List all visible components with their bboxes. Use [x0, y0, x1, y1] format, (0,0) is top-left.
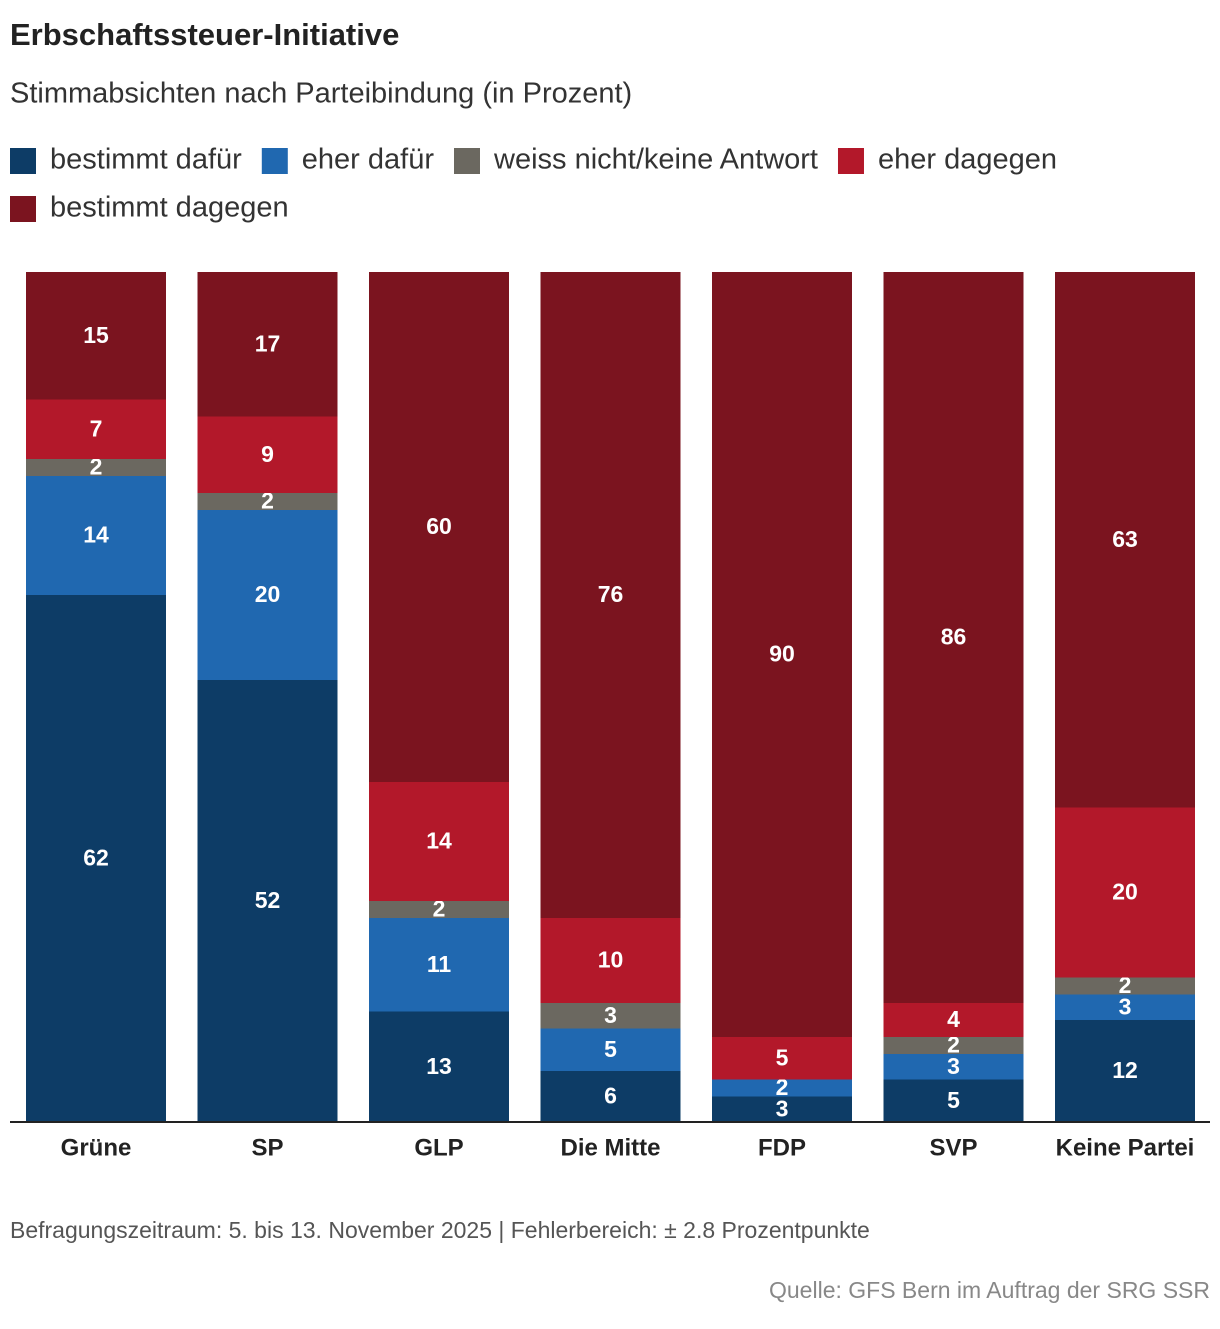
value-label: 2: [261, 488, 274, 514]
legend-swatch: [10, 148, 36, 174]
value-label: 60: [426, 513, 452, 539]
value-label: 9: [261, 441, 274, 467]
value-label: 62: [83, 845, 109, 871]
value-label: 5: [604, 1036, 617, 1062]
bar-segment: [26, 272, 166, 400]
legend-swatch: [837, 148, 864, 174]
bar-segment: [883, 1003, 1024, 1037]
legend-label: weiss nicht/keine Antwort: [493, 144, 818, 176]
value-label: 10: [598, 947, 624, 973]
bar-segment: [1055, 994, 1195, 1020]
bar-segment: [712, 272, 852, 1037]
value-label: 20: [1112, 879, 1138, 905]
legend-label: eher dafür: [302, 144, 435, 176]
bar-segment: [369, 272, 509, 782]
legend-label: eher dagegen: [878, 144, 1057, 176]
legend-label: bestimmt dagegen: [50, 192, 289, 224]
value-label: 2: [947, 1032, 960, 1058]
value-label: 52: [255, 887, 281, 913]
x-tick-label: GLP: [414, 1134, 463, 1161]
bar-segment: [26, 459, 166, 476]
value-label: 12: [1112, 1057, 1138, 1083]
bar-segment: [26, 476, 166, 595]
value-label: 4: [947, 1006, 960, 1032]
value-label: 86: [941, 624, 967, 650]
value-label: 14: [426, 828, 452, 854]
value-label: 13: [426, 1053, 452, 1079]
x-tick-label: FDP: [758, 1134, 806, 1161]
bar-segment: [540, 272, 681, 918]
x-tick-label: Die Mitte: [560, 1134, 660, 1161]
bar-segment: [1055, 807, 1195, 978]
value-label: 2: [90, 454, 103, 480]
bar-segment: [540, 1003, 681, 1029]
legend-swatch: [261, 148, 288, 174]
bar-segment: [369, 901, 509, 918]
value-label: 6: [604, 1083, 617, 1109]
x-tick-label: Grüne: [61, 1134, 132, 1161]
value-label: 3: [1119, 993, 1132, 1019]
value-label: 63: [1112, 526, 1138, 552]
bar-segment: [1055, 272, 1195, 808]
x-tick-label: Keine Partei: [1056, 1134, 1195, 1161]
x-tick-label: SP: [251, 1134, 283, 1161]
bar-segment: [883, 1054, 1024, 1080]
value-label: 2: [1119, 972, 1132, 998]
legend-swatch: [454, 148, 480, 174]
bar-segment: [540, 1028, 681, 1071]
legend-swatch: [10, 196, 36, 222]
bar-segment: [540, 918, 681, 1003]
bar-segment: [197, 416, 338, 493]
bar-segment: [883, 1079, 1024, 1122]
note: Befragungszeitraum: 5. bis 13. November …: [10, 1217, 870, 1243]
value-label: 17: [255, 330, 281, 356]
bar-segment: [197, 680, 338, 1122]
value-label: 5: [947, 1087, 960, 1113]
bar-segment: [712, 1096, 852, 1122]
bar-segment: [540, 1071, 681, 1122]
value-label: 7: [90, 415, 103, 441]
value-label: 14: [83, 522, 109, 548]
legend-label: bestimmt dafür: [50, 144, 242, 176]
bar-segment: [712, 1037, 852, 1080]
chart-title: Erbschaftssteuer-Initiative: [10, 17, 399, 52]
bar-segment: [26, 595, 166, 1122]
bar-segment: [1055, 1020, 1195, 1122]
value-label: 76: [598, 581, 624, 607]
value-label: 2: [433, 896, 446, 922]
bar-segment: [369, 1011, 509, 1122]
value-label: 2: [776, 1074, 789, 1100]
chart-subtitle: Stimmabsichten nach Parteibindung (in Pr…: [10, 78, 632, 110]
bar-segment: [369, 918, 509, 1012]
value-label: 3: [776, 1095, 789, 1121]
value-label: 15: [83, 322, 109, 348]
bar-segment: [712, 1079, 852, 1097]
value-label: 20: [255, 581, 281, 607]
bar-segment: [26, 399, 166, 459]
value-label: 5: [776, 1044, 789, 1070]
bar-segment: [883, 1037, 1024, 1054]
bar-segment: [883, 272, 1024, 1003]
value-label: 90: [769, 641, 795, 667]
value-label: 3: [604, 1002, 617, 1028]
x-tick-label: SVP: [929, 1134, 977, 1161]
value-label: 3: [947, 1053, 960, 1079]
source: Quelle: GFS Bern im Auftrag der SRG SSR: [769, 1277, 1210, 1303]
value-label: 11: [427, 951, 452, 977]
bar-segment: [1055, 977, 1195, 995]
bar-segment: [197, 510, 338, 680]
bar-segment: [197, 272, 338, 417]
bar-segment: [369, 782, 509, 901]
bar-segment: [197, 493, 338, 510]
